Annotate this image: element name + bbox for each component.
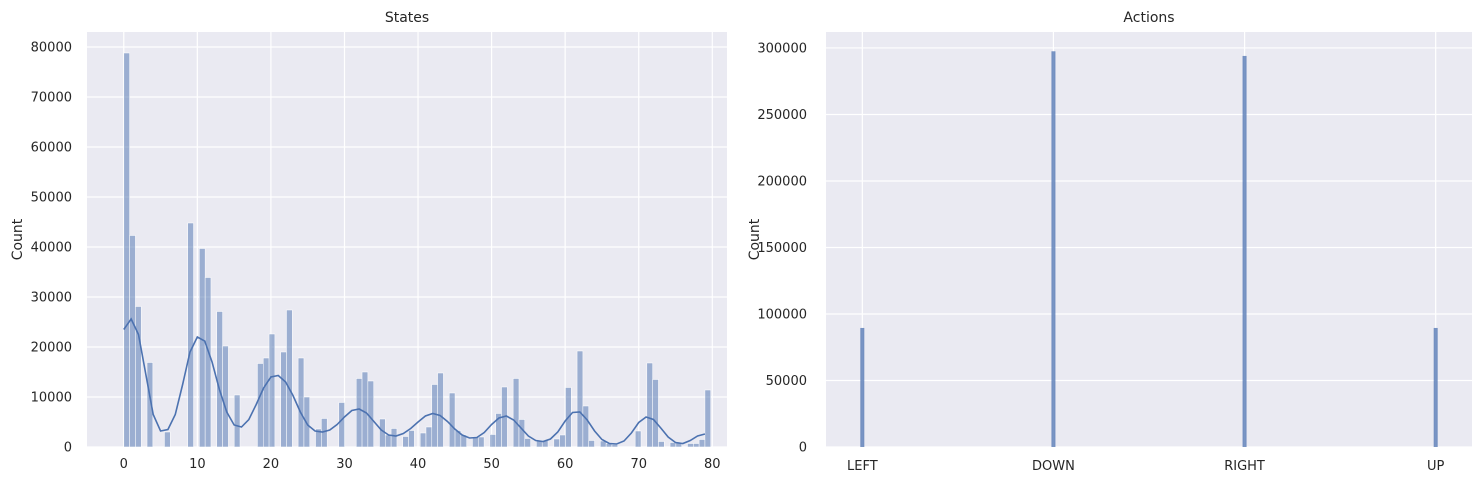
states-histogram-bar — [524, 438, 531, 448]
states-histogram-bar — [280, 351, 287, 448]
states-bars — [123, 52, 711, 448]
states-histogram-bar — [199, 248, 206, 448]
actions-bar-right — [1242, 55, 1247, 447]
states-histogram-bar — [431, 384, 438, 448]
states-histogram-bar — [164, 431, 171, 448]
states-histogram-bar — [646, 362, 653, 448]
states-histogram-bar — [204, 277, 212, 448]
states-kde-line — [123, 317, 706, 445]
states-title: States — [385, 10, 429, 26]
states-histogram-bar — [286, 309, 293, 448]
states-histogram-bar — [448, 392, 456, 448]
actions-plot-area — [826, 32, 1472, 447]
actions-bar-left — [860, 327, 865, 447]
states-histogram-bar — [478, 436, 485, 448]
states-y-axis-label: Count — [10, 218, 26, 260]
states-histogram-bar — [704, 389, 711, 448]
actions-bar-up — [1433, 327, 1438, 447]
states-histogram-bar — [338, 402, 345, 448]
actions-y-tick-label: 100000 — [757, 307, 807, 322]
states-y-ticks: 0 10000 20000 30000 40000 50000 60000 70000 8000… — [31, 41, 72, 456]
states-y-tick-label: 80000 — [31, 41, 72, 56]
states-histogram-bar — [408, 430, 415, 448]
states-histogram-bar — [129, 235, 136, 448]
states-histogram-bar — [419, 432, 427, 448]
states-histogram-bar — [698, 439, 706, 448]
actions-y-tick-label: 50000 — [766, 374, 807, 389]
states-y-tick-label: 30000 — [31, 291, 72, 306]
actions-x-ticks: LEFT DOWN RIGHT UP — [847, 459, 1445, 474]
actions-x-tick-label: UP — [1427, 459, 1445, 474]
actions-bar-down — [1051, 51, 1056, 447]
actions-y-tick-label: 300000 — [757, 41, 807, 56]
states-histogram-bar — [669, 442, 677, 448]
actions-x-tick-label: DOWN — [1032, 459, 1075, 474]
states-histogram-bar — [321, 418, 328, 448]
states-histogram-bar — [437, 372, 444, 448]
states-y-tick-label: 50000 — [31, 191, 72, 206]
actions-y-tick-label: 150000 — [757, 241, 807, 256]
states-histogram-bar — [263, 357, 270, 448]
actions-y-tick-label: 250000 — [757, 108, 807, 123]
states-y-tick-label: 60000 — [31, 141, 72, 156]
states-histogram-bar — [216, 311, 223, 448]
states-histogram-bar — [135, 306, 142, 448]
states-histogram-bar — [652, 379, 659, 448]
states-histogram-bar — [355, 378, 363, 448]
states-histogram-bar — [611, 444, 619, 448]
states-histogram-bar — [123, 52, 130, 448]
states-histogram-bar — [385, 434, 392, 448]
states-histogram-bar — [402, 436, 409, 448]
actions-bars — [860, 51, 1438, 447]
states-histogram-bar — [268, 333, 276, 448]
states-histogram-bar — [559, 434, 566, 448]
states-x-tick-label: 40 — [410, 457, 427, 472]
actions-y-axis-label: Count — [747, 218, 763, 260]
actions-y-ticks: 0 50000 100000 150000 200000 250000 300000 — [757, 41, 807, 455]
states-histogram-bar — [390, 428, 398, 448]
states-x-tick-label: 20 — [263, 457, 280, 472]
states-histogram-bar — [187, 222, 194, 448]
states-histogram-bar — [693, 443, 700, 448]
states-x-tick-label: 0 — [120, 457, 128, 472]
states-x-tick-label: 10 — [189, 457, 206, 472]
states-histogram-bar — [582, 405, 589, 448]
states-histogram-bar — [367, 380, 374, 448]
actions-y-tick-label: 0 — [799, 441, 807, 456]
states-histogram-bar — [425, 426, 433, 448]
states-y-tick-label: 70000 — [31, 91, 72, 106]
actions-title: Actions — [1123, 10, 1174, 26]
states-histogram-bar — [146, 362, 154, 448]
actions-y-tick-label: 200000 — [757, 174, 807, 189]
states-y-tick-label: 20000 — [31, 341, 72, 356]
states-histogram-bar — [257, 363, 264, 448]
states-x-tick-label: 50 — [483, 457, 500, 472]
states-histogram-bar — [658, 441, 665, 448]
actions-x-tick-label: LEFT — [847, 459, 878, 474]
states-y-tick-label: 10000 — [31, 391, 72, 406]
states-y-tick-label: 0 — [64, 441, 72, 456]
states-histogram-bar — [588, 440, 595, 448]
actions-panel: LEFT DOWN RIGHT UP 0 50000 100000 150000 200000… — [747, 10, 1472, 474]
states-histogram-bar — [222, 345, 229, 448]
states-x-tick-label: 80 — [704, 457, 721, 472]
states-x-ticks: 0 10 20 30 40 50 60 70 80 — [120, 457, 721, 472]
states-histogram-bar — [634, 430, 642, 448]
states-x-tick-label: 70 — [630, 457, 647, 472]
states-x-tick-label: 30 — [336, 457, 353, 472]
actions-x-tick-label: RIGHT — [1224, 459, 1265, 474]
states-histogram-bar — [512, 378, 520, 448]
states-y-tick-label: 40000 — [31, 241, 72, 256]
states-histogram-bar — [297, 357, 305, 448]
states-histogram-bar — [553, 438, 560, 448]
states-histogram-bar — [687, 443, 694, 448]
states-histogram-bar — [518, 419, 526, 448]
states-histogram-bar — [233, 394, 241, 448]
states-histogram-bar — [361, 371, 369, 448]
states-x-tick-label: 60 — [557, 457, 574, 472]
states-histogram-bar — [576, 350, 584, 448]
states-histogram-bar — [489, 434, 496, 448]
states-panel: 0 10 20 30 40 50 60 70 80 0 10000 20000 30000 40000 5… — [10, 10, 727, 472]
